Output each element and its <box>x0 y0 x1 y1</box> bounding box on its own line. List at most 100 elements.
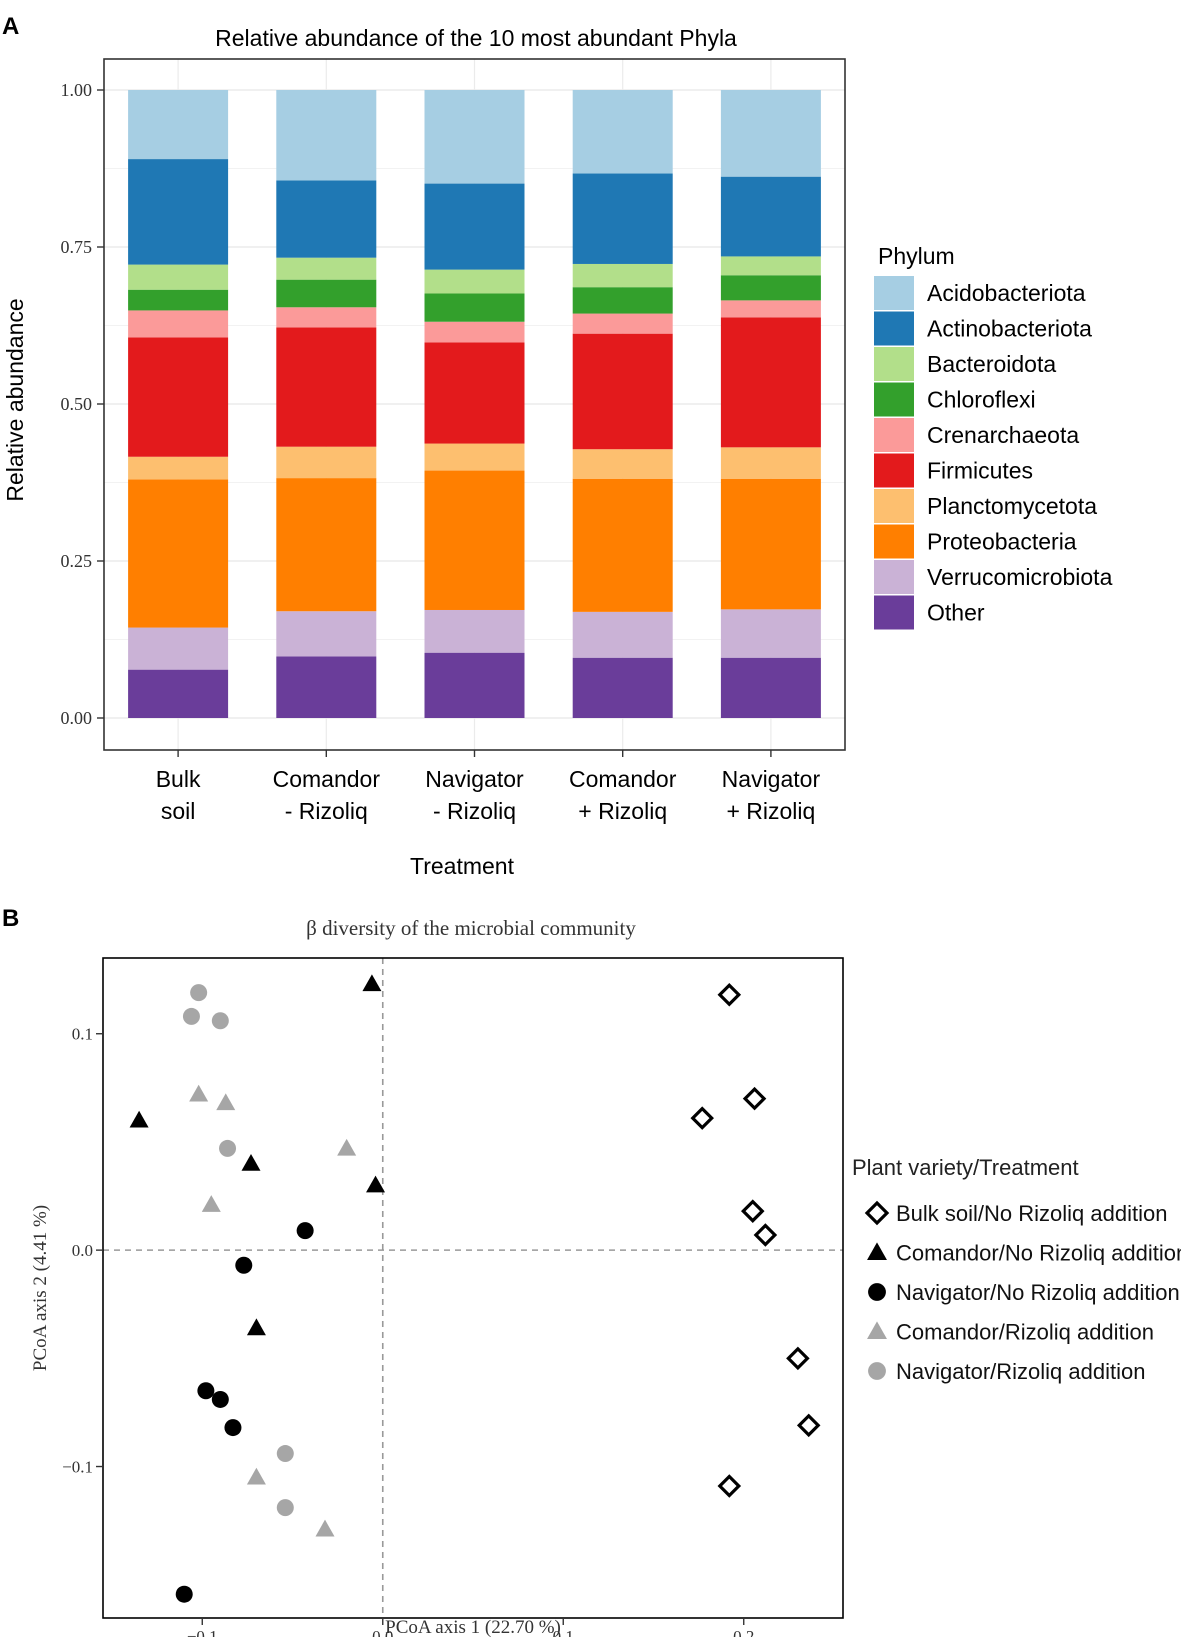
bar-segment-actinobacteriota-1 <box>128 159 229 265</box>
bar-segment-proteobacteria-3 <box>424 470 525 610</box>
x-tick-label: 0.1 <box>553 1627 574 1637</box>
bar-segment-planctomycetota-4 <box>572 449 673 479</box>
point-navigator-no-rizoliq-addition-4 <box>211 1390 229 1408</box>
x-tick-label: - Rizoliq <box>285 798 368 824</box>
point-comandor-rizoliq-addition-6 <box>315 1519 335 1537</box>
y-tick-label: 0.50 <box>61 394 93 414</box>
legend-label-verrucomicrobiota: Verrucomicrobiota <box>927 564 1113 590</box>
y-tick-label: 0.1 <box>72 1025 93 1044</box>
point-navigator-rizoliq-addition-6 <box>276 1499 294 1517</box>
bar-segment-firmicutes-5 <box>720 317 821 448</box>
panel-a-label: A <box>2 13 19 40</box>
legend-label-actinobacteriota: Actinobacteriota <box>927 316 1092 342</box>
x-tick-label: soil <box>161 798 196 824</box>
panel-b-y-ticks: 0.1 0.0 −0.1 <box>62 1025 103 1477</box>
bar-segment-crenarchaeota-2 <box>276 307 377 328</box>
legend-label-bacteroidota: Bacteroidota <box>927 351 1056 377</box>
point-navigator-rizoliq-addition-3 <box>211 1012 229 1030</box>
point-navigator-rizoliq-addition-4 <box>219 1139 237 1157</box>
point-comandor-no-rizoliq-addition-5 <box>246 1318 266 1336</box>
legend-key-planctomycetota <box>874 489 914 523</box>
x-tick-label: + Rizoliq <box>578 798 667 824</box>
legend-key-acidobacteriota <box>874 276 914 310</box>
legend-key-verrucomicrobiota <box>874 560 914 594</box>
point-comandor-no-rizoliq-addition-3 <box>241 1153 261 1171</box>
panel-a-y-ticks: 0.00 0.25 0.50 0.75 1.00 <box>61 80 104 728</box>
bar-segment-proteobacteria-1 <box>128 479 229 628</box>
legend-label-navigator-no-rizoliq-addition: Navigator/No Rizoliq addition <box>896 1280 1180 1305</box>
panel-b-reference-lines <box>103 958 843 1618</box>
legend-key-actinobacteriota <box>874 311 914 346</box>
bar-segment-bacteroidota-4 <box>572 263 673 288</box>
bar-segment-actinobacteriota-4 <box>572 173 673 264</box>
point-bulk-soil-no-rizoliq-addition-6 <box>786 1346 810 1371</box>
point-bulk-soil-no-rizoliq-addition-1 <box>717 983 742 1007</box>
point-comandor-no-rizoliq-addition-1 <box>362 974 382 992</box>
bar-segment-other-2 <box>276 656 377 718</box>
bar-segment-other-3 <box>424 652 525 718</box>
bar-segment-planctomycetota-5 <box>720 447 821 479</box>
panel-b-plot-frame <box>102 957 844 1619</box>
x-tick-label: 0.0 <box>372 1627 393 1637</box>
bar-segment-chloroflexi-2 <box>276 279 377 308</box>
panel-a-legend: Acidobacteriota Actinobacteriota Bacteroid… <box>874 276 1113 630</box>
legend-key-bacteroidota <box>874 347 914 381</box>
panel-b-y-axis-label: PCoA axis 2 (4.41 %) <box>30 1205 51 1371</box>
bar-segment-bacteroidota-1 <box>128 264 229 290</box>
point-comandor-no-rizoliq-addition-4 <box>366 1175 386 1193</box>
point-comandor-rizoliq-addition-3 <box>337 1138 357 1156</box>
point-navigator-rizoliq-addition-1 <box>190 984 208 1002</box>
bar-segment-firmicutes-2 <box>276 327 377 447</box>
bar-segment-other-1 <box>128 669 229 718</box>
bar-segment-planctomycetota-2 <box>276 446 377 479</box>
point-comandor-rizoliq-addition-4 <box>201 1195 221 1212</box>
y-tick-label: −0.1 <box>62 1458 93 1477</box>
legend-key-firmicutes <box>874 453 914 488</box>
panel-a-x-axis-label: Treatment <box>410 853 515 879</box>
bar-segment-acidobacteriota-3 <box>424 90 525 184</box>
bar-segment-bacteroidota-5 <box>720 256 821 276</box>
legend-label-firmicutes: Firmicutes <box>927 458 1033 484</box>
point-navigator-no-rizoliq-addition-5 <box>224 1419 242 1437</box>
bar-segment-actinobacteriota-2 <box>276 180 377 258</box>
point-navigator-rizoliq-addition-5 <box>276 1445 294 1463</box>
panel-b-title: β diversity of the microbial community <box>306 916 636 940</box>
bar-segment-verrucomicrobiota-5 <box>720 609 821 658</box>
legend-key-crenarchaeota <box>874 418 914 452</box>
legend-key-bulk-soil-no-rizoliq-addition <box>864 1200 890 1226</box>
x-tick-label: 0.2 <box>733 1627 754 1637</box>
bar-segment-proteobacteria-4 <box>572 478 673 612</box>
panel-b-x-axis-label: PCoA axis 1 (22.70 %) <box>385 1617 561 1637</box>
panel-b-points <box>129 974 821 1603</box>
point-bulk-soil-no-rizoliq-addition-7 <box>796 1413 821 1438</box>
x-tick-label: Comandor <box>569 766 677 792</box>
bar-segment-firmicutes-1 <box>128 337 229 457</box>
y-tick-label: 0.0 <box>72 1241 93 1260</box>
point-bulk-soil-no-rizoliq-addition-8 <box>717 1474 742 1498</box>
panel-b-legend: Bulk soil/No Rizoliq addition Comandor/No… <box>864 1200 1181 1384</box>
y-tick-label: 1.00 <box>61 80 93 100</box>
legend-key-comandor-rizoliq-addition <box>867 1321 887 1340</box>
panel-b-legend-title: Plant variety/Treatment <box>852 1155 1079 1180</box>
y-tick-label: 0.75 <box>61 237 93 257</box>
point-navigator-no-rizoliq-addition-1 <box>296 1222 314 1240</box>
bar-segment-other-4 <box>572 657 673 718</box>
legend-label-comandor-no-rizoliq-addition: Comandor/No Rizoliq addition <box>896 1241 1181 1266</box>
legend-label-proteobacteria: Proteobacteria <box>927 529 1077 555</box>
legend-key-other <box>874 595 914 630</box>
point-comandor-no-rizoliq-addition-2 <box>129 1110 149 1128</box>
bar-segment-crenarchaeota-5 <box>720 300 821 318</box>
x-tick-label: −0.1 <box>187 1627 218 1637</box>
bar-segment-firmicutes-4 <box>572 333 673 450</box>
x-tick-label: Comandor <box>273 766 381 792</box>
point-navigator-no-rizoliq-addition-2 <box>235 1256 253 1274</box>
bar-segment-chloroflexi-5 <box>720 275 821 301</box>
legend-label-navigator-rizoliq-addition: Navigator/Rizoliq addition <box>896 1359 1145 1384</box>
point-bulk-soil-no-rizoliq-addition-2 <box>742 1086 767 1111</box>
x-tick-label: Navigator <box>425 766 524 792</box>
point-navigator-no-rizoliq-addition-6 <box>175 1585 193 1603</box>
x-tick-label: + Rizoliq <box>726 798 815 824</box>
bar-segment-verrucomicrobiota-3 <box>424 609 525 653</box>
x-tick-label: Bulk <box>156 766 201 792</box>
